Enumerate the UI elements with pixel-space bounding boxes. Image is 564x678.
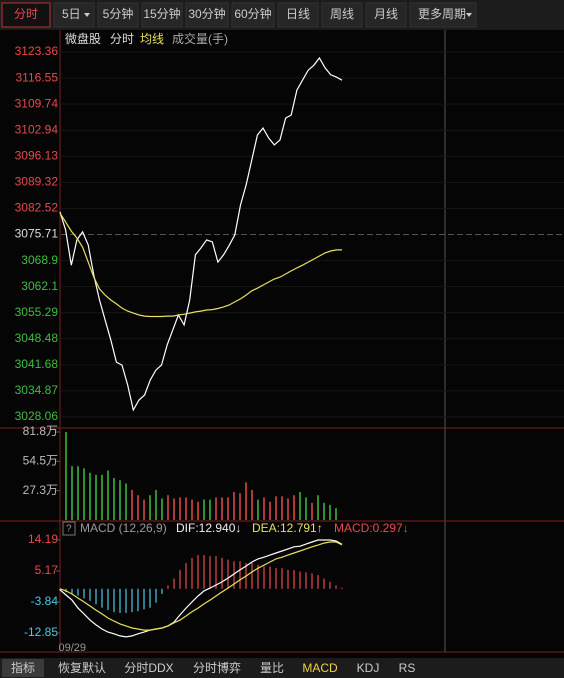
bottom-tab-label[interactable]: KDJ xyxy=(357,661,380,675)
y-tick-label: 3102.94 xyxy=(15,122,59,136)
bottom-tab-label[interactable]: 恢复默认 xyxy=(58,660,106,675)
legend-label: DEA:12.791↑ xyxy=(252,521,323,535)
y-tick-label: 14.19 xyxy=(28,532,58,546)
tab[interactable] xyxy=(1,2,51,28)
macd-line xyxy=(59,539,343,638)
tab[interactable] xyxy=(277,2,319,28)
y-tick-label: 3096.13 xyxy=(15,148,59,162)
y-tick-label: 3062.1 xyxy=(21,279,58,293)
macd-line xyxy=(59,541,343,631)
price-line xyxy=(59,56,343,412)
y-tick-label: 54.5万 xyxy=(23,454,58,468)
date-label: 09/29 xyxy=(58,642,86,654)
tab[interactable] xyxy=(2,659,44,677)
y-tick-label: 27.3万 xyxy=(23,483,58,497)
tab-label[interactable]: 30分钟 xyxy=(188,6,225,21)
tab[interactable] xyxy=(141,2,183,28)
tab-label[interactable]: 周线 xyxy=(330,7,354,21)
bottom-tab-label[interactable]: 指标 xyxy=(11,660,35,675)
legend-label: MACD:0.297↓ xyxy=(334,521,409,535)
tab-label[interactable]: 60分钟 xyxy=(234,6,271,21)
tab-label[interactable]: 5日 xyxy=(62,7,81,21)
y-tick-label: 3116.55 xyxy=(16,70,59,84)
y-tick-label: 3041.68 xyxy=(15,357,59,371)
y-tick-label: 3028.06 xyxy=(15,409,59,423)
y-tick-label: 3034.87 xyxy=(15,383,59,397)
legend-label: 均线 xyxy=(140,32,164,46)
tab[interactable] xyxy=(321,2,363,28)
tab[interactable] xyxy=(365,2,407,28)
y-tick-label: 3048.48 xyxy=(15,331,59,345)
y-tick-label: 5.17 xyxy=(35,563,59,577)
chart-title: MACD (12,26,9) xyxy=(80,521,167,535)
chart-subtitle: 成交量(手) xyxy=(172,31,228,46)
y-tick-label: 3068.9 xyxy=(21,253,58,267)
y-tick-label: 81.8万 xyxy=(23,424,58,438)
legend-label: 分时 xyxy=(110,32,134,46)
bottom-tab-label[interactable]: 分时博弈 xyxy=(193,660,241,675)
bottom-tab-label[interactable]: RS xyxy=(399,661,416,675)
y-tick-label: 3075.71 xyxy=(15,227,59,241)
y-tick-label: 3055.29 xyxy=(15,305,59,319)
tab[interactable] xyxy=(409,2,477,28)
y-tick-label: 3123.36 xyxy=(15,44,59,58)
y-tick-label: -12.85 xyxy=(24,625,58,639)
bottom-tab-label[interactable]: 分时DDX xyxy=(124,661,173,675)
bottom-tab-label[interactable]: 量比 xyxy=(260,661,284,675)
dropdown-arrow xyxy=(84,13,90,17)
dropdown-arrow xyxy=(466,13,472,17)
tab-label[interactable]: 分时 xyxy=(14,7,38,21)
price-line xyxy=(59,212,342,318)
chart-title: 微盘股 xyxy=(65,31,101,46)
tab[interactable] xyxy=(231,2,275,28)
tab[interactable] xyxy=(97,2,139,28)
bottom-bar xyxy=(0,658,564,678)
tab-label[interactable]: 15分钟 xyxy=(143,6,180,21)
help-icon[interactable] xyxy=(62,521,76,536)
help-icon-mark: ? xyxy=(66,524,72,535)
tab-label[interactable]: 5分钟 xyxy=(103,6,134,21)
y-tick-label: -3.84 xyxy=(31,594,59,608)
tab[interactable] xyxy=(185,2,229,28)
y-tick-label: 3082.52 xyxy=(15,201,59,215)
tab-label[interactable]: 更多周期 xyxy=(418,7,466,21)
legend-label: DIF:12.940↓ xyxy=(176,521,241,535)
y-tick-label: 3089.32 xyxy=(15,175,59,189)
tab-label[interactable]: 月线 xyxy=(374,7,398,21)
tab-label[interactable]: 日线 xyxy=(286,7,310,21)
bottom-tab-label[interactable]: MACD xyxy=(302,661,338,675)
y-tick-label: 3109.74 xyxy=(15,96,59,110)
